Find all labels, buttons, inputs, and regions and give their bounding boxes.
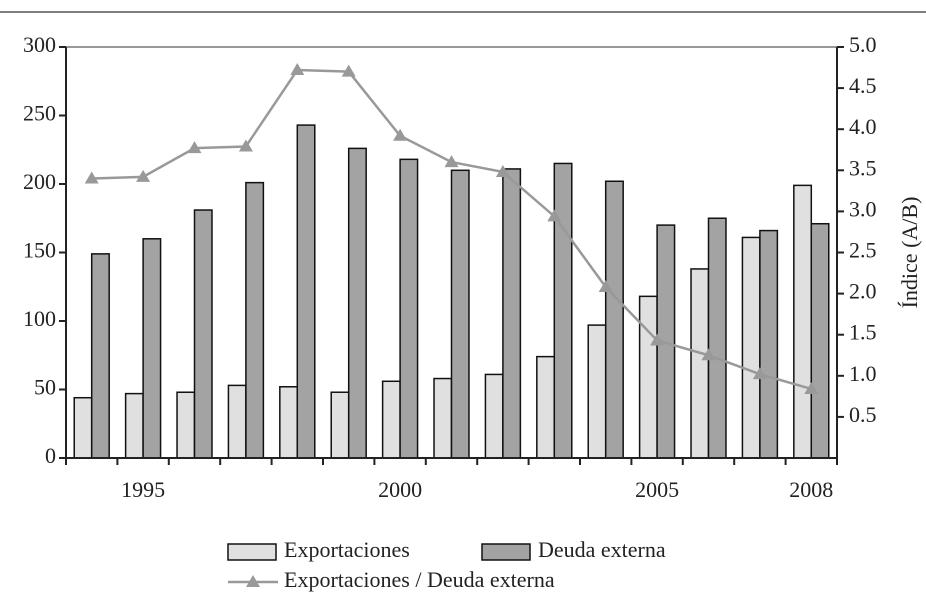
legend-marker [246,575,260,587]
y2-tick-label: 3.5 [849,155,877,180]
legend-label: Exportaciones / Deuda externa [284,567,555,592]
line-marker [752,367,767,380]
y-tick-label: 100 [23,306,56,331]
line-marker [547,209,562,222]
y2-tick-label: 4.5 [849,73,877,98]
bar [296,124,316,459]
bar [553,162,573,459]
y2-tick-label: 2.0 [849,279,877,304]
line-marker [650,333,665,346]
bar [536,355,556,459]
y2-tick-label: 2.5 [849,238,877,263]
x-tick-label: 2005 [635,477,679,502]
y2-tick-label: 1.0 [849,361,877,386]
line-marker [804,381,819,394]
legend-swatch [227,543,277,561]
bar [142,238,162,459]
bar [690,268,710,459]
bar [707,217,727,459]
bar [433,377,453,459]
line-marker [290,63,305,76]
line-marker [495,164,510,177]
x-tick-label: 1995 [121,477,165,502]
bar [587,324,607,459]
bar [193,209,213,459]
bar [124,392,144,459]
bar [484,373,504,459]
y2-tick-label: 0.5 [849,402,877,427]
bar [793,184,813,459]
y2-axis-label: Índice (A/B) [897,197,922,309]
line-marker [136,169,151,182]
line-marker [598,280,613,293]
y-tick-label: 250 [23,101,56,126]
y2-tick-label: 4.0 [849,114,877,139]
bar [73,396,93,459]
x-tick-label: 2008 [789,477,833,502]
bar [330,391,350,459]
line-marker [393,128,408,141]
y-tick-label: 50 [34,375,56,400]
line-marker [84,171,99,184]
line-marker [187,141,202,154]
y-tick-label: 200 [23,169,56,194]
line-marker [701,348,716,361]
y-tick-label: 0 [45,443,56,468]
y2-tick-label: 1.5 [849,320,877,345]
bar [347,147,367,459]
bar [381,380,401,459]
bar [90,253,110,459]
line-marker [444,155,459,168]
line-marker [238,139,253,152]
legend-label: Deuda externa [538,537,666,562]
y-tick-label: 300 [23,32,56,57]
y-tick-label: 150 [23,238,56,263]
x-tick-label: 2000 [378,477,422,502]
bar [279,386,299,459]
y2-tick-label: 3.0 [849,196,877,221]
bar [741,236,761,459]
bar [604,180,624,459]
bar [399,158,419,459]
bar [638,295,658,459]
bar [245,181,265,459]
bar [810,222,830,459]
legend-swatch [481,543,531,561]
y2-tick-label: 5.0 [849,32,877,57]
line-marker [341,64,356,77]
bar [502,168,522,459]
bar [227,384,247,459]
bar [450,169,470,459]
legend-label: Exportaciones [284,537,410,562]
bar [176,391,196,459]
bar [759,229,779,459]
